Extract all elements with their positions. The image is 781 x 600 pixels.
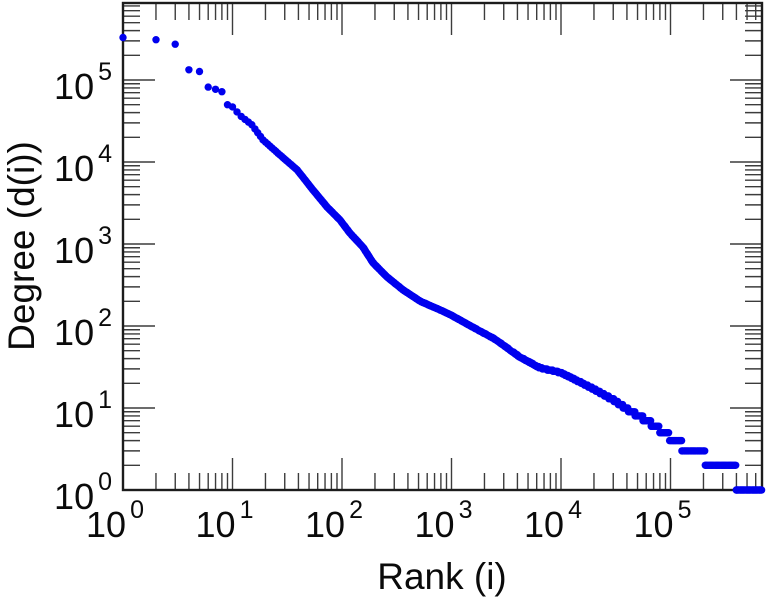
- x-tick-label: 10 3: [415, 496, 473, 545]
- data-point: [655, 422, 663, 430]
- y-tick-label: 10 3: [54, 222, 112, 271]
- data-point: [228, 103, 237, 111]
- y-tick-label: 10 1: [54, 386, 112, 435]
- plot-border: [121, 1, 764, 492]
- data-point: [195, 67, 204, 76]
- data-point: [152, 36, 160, 44]
- y-axis-title: Degree (d(i)): [1, 141, 42, 351]
- y-tick-label: 10 4: [54, 140, 112, 189]
- data-point: [677, 436, 686, 445]
- x-tick-label: 10 2: [305, 496, 363, 545]
- data-point: [211, 85, 220, 94]
- data-point: [732, 461, 740, 469]
- tick-labels-layer: 10 0 10 1 10 2 10 3 10 4 10 510 010 110 210 310 410 5: [54, 58, 691, 545]
- data-point: [218, 88, 226, 96]
- y-tick-label: 10 5: [54, 58, 112, 107]
- x-tick-label: 10 4: [524, 496, 582, 545]
- x-tick-label: 10 0: [86, 496, 144, 545]
- data-point: [701, 447, 709, 455]
- scatter-points-layer: [119, 33, 766, 494]
- y-tick-label: 10 2: [54, 304, 112, 353]
- x-tick-label: 10 5: [634, 496, 692, 545]
- ticks-layer: [122, 3, 762, 491]
- data-point: [171, 40, 179, 48]
- x-axis-title: Rank (i): [377, 556, 507, 597]
- data-point: [119, 33, 127, 42]
- data-point: [757, 486, 766, 494]
- data-point: [664, 429, 673, 437]
- x-tick-label: 10 1: [196, 496, 254, 545]
- data-point: [185, 66, 193, 74]
- data-point: [204, 83, 212, 91]
